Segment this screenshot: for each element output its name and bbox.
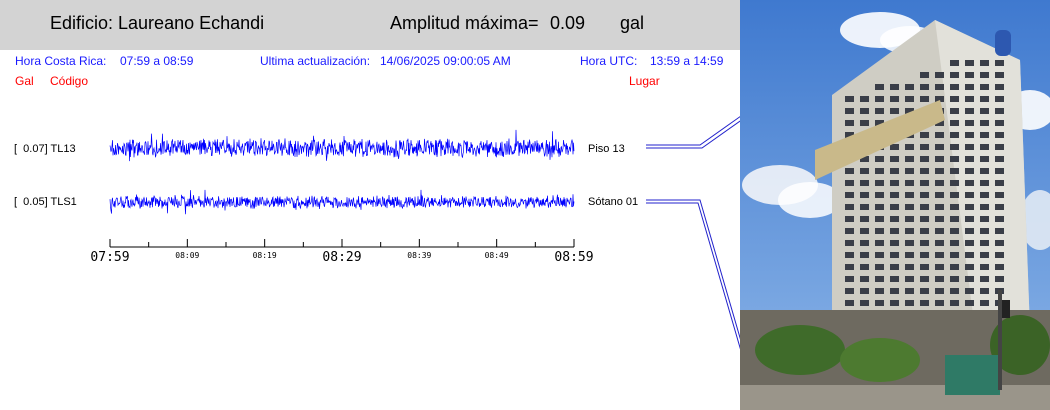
channel-label-tl13: [ 0.07] TL13	[14, 143, 76, 155]
connector-line-tl13-inner	[646, 120, 740, 149]
place-column-header: Lugar	[629, 74, 660, 88]
channel-label-tls1: [ 0.05] TLS1	[14, 196, 77, 208]
local-time-label: Hora Costa Rica:	[15, 54, 107, 68]
utc-time-label: Hora UTC:	[580, 54, 638, 68]
place-label-tls1: Sótano 01	[588, 196, 639, 208]
local-time-range: 07:59 a 08:59	[120, 54, 194, 68]
seismogram-chart: 07:59 08:29 08:59 08:09 08:19 08:39 08:49	[90, 116, 740, 350]
time-tick-label: 08:59	[554, 250, 593, 265]
trace-tl13	[109, 129, 575, 162]
building-title: Edificio: Laureano Echandi	[50, 13, 265, 33]
place-label-tl13: Piso 13	[588, 143, 625, 155]
gal-column-header: Gal	[15, 74, 34, 88]
code-column-header: Código	[50, 74, 89, 88]
time-tick-label: 08:29	[322, 250, 361, 265]
max-amplitude-unit: gal	[620, 13, 645, 33]
time-tick-label: 08:49	[485, 251, 509, 260]
building-photo	[740, 0, 1050, 410]
utc-time-range: 13:59 a 14:59	[650, 54, 724, 68]
connector-line-tls1-inner	[646, 202, 740, 350]
trace-tls1	[109, 189, 575, 215]
max-amplitude-value: 0.09	[550, 13, 586, 33]
connector-line-tls1	[646, 199, 740, 340]
last-update-value: 14/06/2025 09:00:05 AM	[380, 54, 511, 68]
time-tick-label: 08:39	[407, 251, 431, 260]
time-tick-label: 08:09	[175, 251, 199, 260]
header-bar: Edificio: Laureano Echandi Amplitud máxi…	[0, 0, 740, 50]
time-tick-label: 08:19	[253, 251, 277, 260]
last-update-label: Ultima actualización:	[260, 54, 371, 68]
connector-line-tl13	[646, 116, 740, 146]
time-tick-label: 07:59	[90, 250, 129, 265]
max-amplitude-label: Amplitud máxima=	[390, 13, 539, 33]
